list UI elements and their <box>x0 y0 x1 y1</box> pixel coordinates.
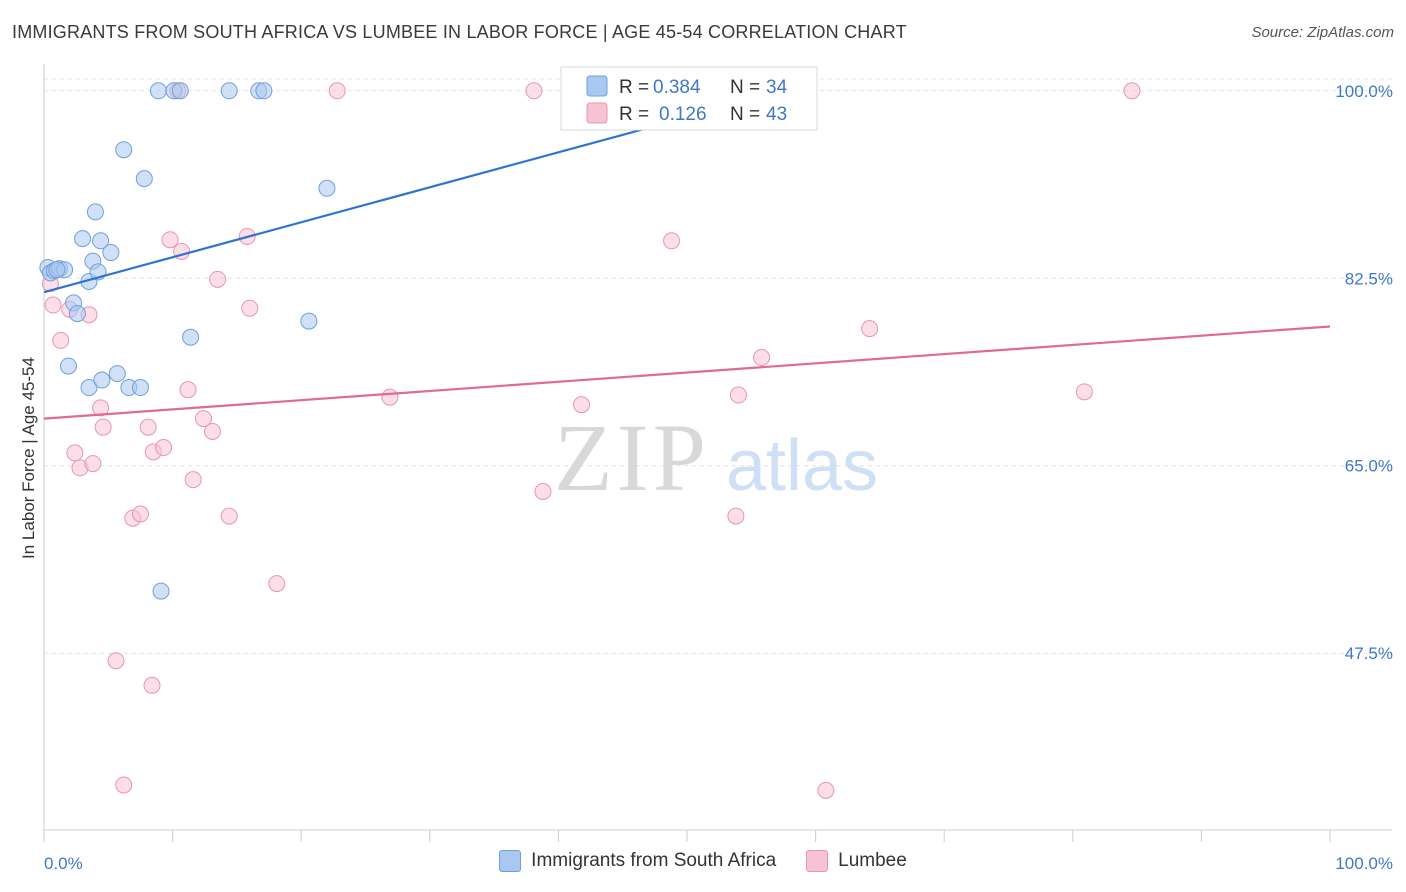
point-lumbee <box>729 386 747 404</box>
y-tick-label: 100.0% <box>1335 82 1393 101</box>
watermark-zip: ZIP <box>554 404 710 511</box>
point-lumbee <box>184 471 202 489</box>
point-immigrants <box>86 203 104 221</box>
point-lumbee <box>52 331 70 349</box>
point-immigrants <box>108 365 126 383</box>
legend-bottom: Immigrants from South Africa Lumbee <box>0 850 1406 872</box>
point-immigrants <box>115 141 133 159</box>
point-immigrants <box>93 371 111 389</box>
chart-title: IMMIGRANTS FROM SOUTH AFRICA VS LUMBEE I… <box>12 22 907 42</box>
point-immigrants <box>102 244 120 262</box>
x-tick-label-min: 0.0% <box>44 854 83 873</box>
legend-top-swatch-blue <box>586 75 608 97</box>
legend-item-immigrants: Immigrants from South Africa <box>499 850 776 872</box>
y-tick-label: 47.5% <box>1345 644 1393 663</box>
trend-line-lumbee <box>43 325 1331 420</box>
point-lumbee <box>241 299 259 317</box>
point-lumbee <box>131 505 149 523</box>
y-tick-label: 82.5% <box>1345 269 1393 288</box>
grid-lines <box>44 78 1392 654</box>
point-lumbee <box>525 82 543 100</box>
point-immigrants <box>74 230 92 248</box>
legend-top-n-label: N = <box>730 104 760 125</box>
point-lumbee <box>1075 383 1093 401</box>
point-lumbee <box>84 455 102 473</box>
axes <box>43 64 1392 842</box>
point-lumbee <box>268 575 286 593</box>
point-lumbee <box>92 399 110 417</box>
legend-swatch-pink <box>806 850 829 872</box>
point-lumbee <box>139 418 157 436</box>
point-lumbee <box>203 422 221 440</box>
point-lumbee <box>220 507 238 525</box>
point-lumbee <box>107 652 125 670</box>
point-immigrants <box>80 379 98 397</box>
point-immigrants <box>48 261 66 279</box>
legend-top-swatch-pink <box>586 102 608 124</box>
point-immigrants <box>59 357 77 375</box>
point-lumbee <box>115 776 133 794</box>
legend-top-n-value: 43 <box>766 104 787 125</box>
tick-labels: 47.5% 65.0% 82.5% 100.0% 0.0% 100.0% <box>44 82 1393 873</box>
point-lumbee <box>381 388 399 406</box>
point-immigrants <box>318 179 336 197</box>
point-immigrants <box>171 82 189 100</box>
point-lumbee <box>753 349 771 367</box>
point-lumbee <box>194 410 212 428</box>
point-immigrants <box>220 82 238 100</box>
point-immigrants <box>149 82 167 100</box>
point-immigrants <box>182 328 200 346</box>
point-lumbee <box>161 231 179 249</box>
point-lumbee <box>1123 82 1141 100</box>
point-lumbee <box>328 82 346 100</box>
point-lumbee <box>44 296 62 314</box>
point-lumbee <box>861 320 879 338</box>
legend-top-r-label: R = <box>619 104 649 125</box>
legend-top-n-label: N = <box>730 77 760 98</box>
point-lumbee <box>209 270 227 288</box>
legend-label-immigrants: Immigrants from South Africa <box>531 850 777 871</box>
legend-top-r-value: 0.126 <box>659 104 707 125</box>
point-lumbee <box>727 507 745 525</box>
watermark: ZIP atlas <box>554 404 878 511</box>
series-lumbee <box>41 82 1141 799</box>
point-immigrants <box>131 379 149 397</box>
legend-top-r-label: R = <box>619 77 649 98</box>
series-immigrants-south-africa <box>39 82 794 600</box>
point-immigrants <box>300 312 318 330</box>
legend-item-lumbee: Lumbee <box>806 850 907 872</box>
point-immigrants <box>152 582 170 600</box>
legend-label-lumbee: Lumbee <box>838 850 907 871</box>
point-lumbee <box>534 482 552 500</box>
legend-swatch-blue <box>499 850 522 872</box>
legend-top-n-value: 34 <box>766 77 788 98</box>
source-label: Source: ZipAtlas.com <box>1251 24 1394 41</box>
y-axis-label: In Labor Force | Age 45-54 <box>19 357 38 559</box>
point-immigrants <box>135 170 153 188</box>
point-immigrants <box>68 305 86 323</box>
y-tick-label: 65.0% <box>1345 457 1393 476</box>
x-tick-label-max: 100.0% <box>1335 854 1393 873</box>
legend-top-r-value: 0.384 <box>653 77 701 98</box>
point-lumbee <box>66 444 84 462</box>
point-lumbee <box>817 781 835 799</box>
watermark-atlas: atlas <box>726 426 878 506</box>
point-lumbee <box>94 418 112 436</box>
point-lumbee <box>179 381 197 399</box>
legend-top: R = 0.384 N = 34 R = 0.126 N = 43 <box>560 66 818 131</box>
point-lumbee <box>143 676 161 694</box>
point-lumbee <box>155 439 173 457</box>
point-lumbee <box>663 232 681 250</box>
point-lumbee <box>573 396 591 414</box>
point-immigrants <box>255 82 273 100</box>
trend-lines <box>43 89 1331 420</box>
point-immigrants <box>92 232 110 250</box>
